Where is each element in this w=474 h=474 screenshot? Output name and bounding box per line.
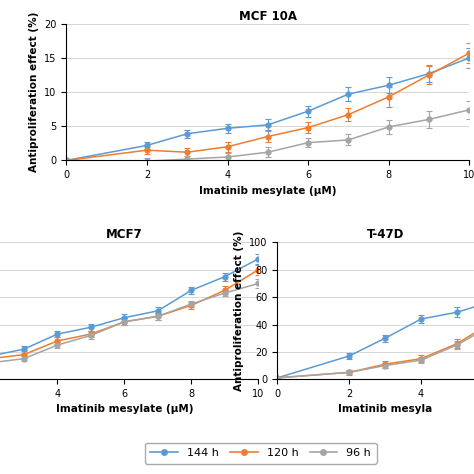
Legend: 144 h, 120 h, 96 h: 144 h, 120 h, 96 h [145,443,376,464]
Title: MCF7: MCF7 [106,228,143,241]
X-axis label: Imatinib mesyla: Imatinib mesyla [338,404,432,414]
X-axis label: Imatinib mesylate (μM): Imatinib mesylate (μM) [55,404,193,414]
Title: MCF 10A: MCF 10A [239,9,297,23]
Y-axis label: Antiproliferation effect (%): Antiproliferation effect (%) [29,12,39,172]
Title: T-47D: T-47D [366,228,404,241]
Y-axis label: Antiproliferation effect (%): Antiproliferation effect (%) [234,231,244,391]
X-axis label: Imatinib mesylate (μM): Imatinib mesylate (μM) [199,186,337,196]
